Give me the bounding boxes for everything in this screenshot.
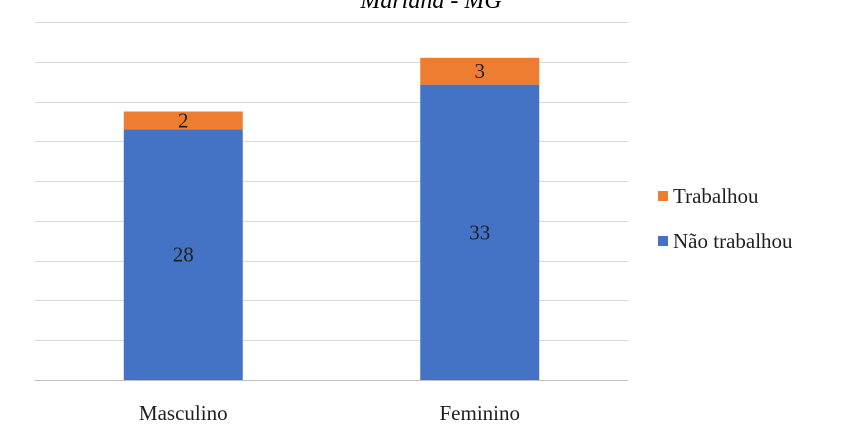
data-label: 2 [178, 108, 189, 132]
bar-masculino-nao-trabalhou [123, 129, 243, 380]
bar-masculino-trabalhou [123, 111, 243, 130]
bar-feminino-trabalhou [420, 57, 540, 85]
x-tick-label: Masculino [139, 401, 228, 425]
legend-swatch [658, 191, 668, 201]
x-tick-label: Feminino [439, 401, 520, 425]
data-label: 28 [173, 243, 194, 267]
data-label: 33 [469, 220, 490, 244]
chart-title: Mariana - MG [359, 0, 501, 14]
x-axis: Masculino Feminino [35, 380, 628, 425]
legend-label: Trabalhou [673, 184, 759, 208]
bar-feminino-nao-trabalhou [420, 84, 540, 381]
legend-swatch [658, 236, 668, 246]
data-label: 3 [475, 59, 486, 83]
bars [123, 57, 540, 381]
legend-label: Não trabalhou [673, 229, 793, 253]
legend: Trabalhou Não trabalhou [658, 184, 793, 253]
